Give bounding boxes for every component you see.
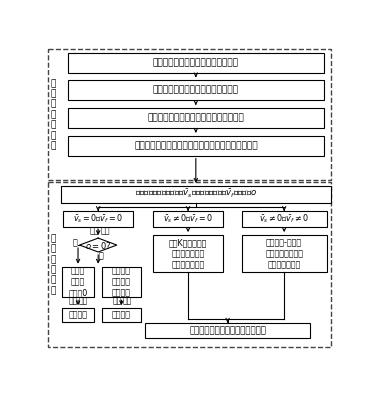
Bar (68, 80, 324, 100)
Text: 判断: 判断 (79, 297, 88, 306)
Bar (68, 108, 324, 128)
Bar (102, 308, 141, 322)
Bar (63, 211, 133, 227)
Bar (68, 53, 324, 73)
Bar (62, 266, 94, 298)
Text: 否: 否 (73, 238, 77, 247)
Text: $\bar{v}_s\neq0$，$\bar{v}_f\neq0$: $\bar{v}_s\neq0$，$\bar{v}_f\neq0$ (259, 213, 309, 225)
Text: 计算样本库中的浮动车样本量可靠度: 计算样本库中的浮动车样本量可靠度 (153, 58, 239, 67)
Text: 直接: 直接 (90, 227, 99, 236)
Text: 基
于
当
前
数
据: 基 于 当 前 数 据 (51, 234, 56, 295)
Polygon shape (80, 238, 117, 252)
Bar (242, 235, 327, 272)
Text: $\bar{v}_s=0$，$\bar{v}_f=0$: $\bar{v}_s=0$，$\bar{v}_f=0$ (73, 213, 123, 225)
Text: 是: 是 (99, 252, 104, 260)
Text: 基
于
样
本
数
据
库: 基 于 样 本 数 据 库 (51, 79, 56, 150)
Bar (153, 211, 223, 227)
Text: 计算固定检测器的平均速度调整参数: 计算固定检测器的平均速度调整参数 (153, 86, 239, 95)
Bar (102, 266, 141, 298)
Text: 计算样本库中各时段的历史空间平均速度: 计算样本库中各时段的历史空间平均速度 (148, 114, 244, 123)
Text: 完全拥堵: 完全拥堵 (68, 310, 88, 320)
Text: 基于支持向量机判别路段交通状态: 基于支持向量机判别路段交通状态 (189, 326, 266, 335)
Bar (145, 323, 310, 338)
Text: 直接: 直接 (112, 297, 121, 306)
Text: 判断: 判断 (122, 297, 131, 306)
Text: 计算固定检测器平均速度$\bar{v}_s$、浮动车平均速度$\bar{v}_f$和占有率$o$: 计算固定检测器平均速度$\bar{v}_s$、浮动车平均速度$\bar{v}_f… (135, 188, 257, 200)
Bar (242, 211, 327, 227)
Text: 路段空
间平均
速度取0: 路段空 间平均 速度取0 (68, 266, 88, 298)
Bar (68, 136, 324, 156)
Bar (48, 49, 332, 180)
Bar (153, 235, 223, 272)
Text: $o=0?$: $o=0?$ (85, 240, 111, 251)
Text: $\bar{v}_s\neq0$，$\bar{v}_f=0$: $\bar{v}_s\neq0$，$\bar{v}_f=0$ (163, 213, 213, 225)
Bar (62, 308, 94, 322)
Text: 直接: 直接 (69, 297, 78, 306)
Text: 根据空间平均速度与对应的交通状态训练支持向量机: 根据空间平均速度与对应的交通状态训练支持向量机 (134, 141, 258, 150)
Bar (61, 186, 331, 203)
Text: 基于数据-状态关
联分析法估计路段
的空间平均速度: 基于数据-状态关 联分析法估计路段 的空间平均速度 (265, 238, 303, 269)
Text: 判断: 判断 (100, 227, 110, 236)
Text: 基于K近邻非参数
回归法估计路段
的空间平均速度: 基于K近邻非参数 回归法估计路段 的空间平均速度 (169, 238, 207, 269)
Text: 完全畅通: 完全畅通 (112, 310, 131, 320)
Bar (48, 182, 332, 347)
Text: 路段空间
平均速度
取限速值: 路段空间 平均速度 取限速值 (112, 266, 131, 298)
